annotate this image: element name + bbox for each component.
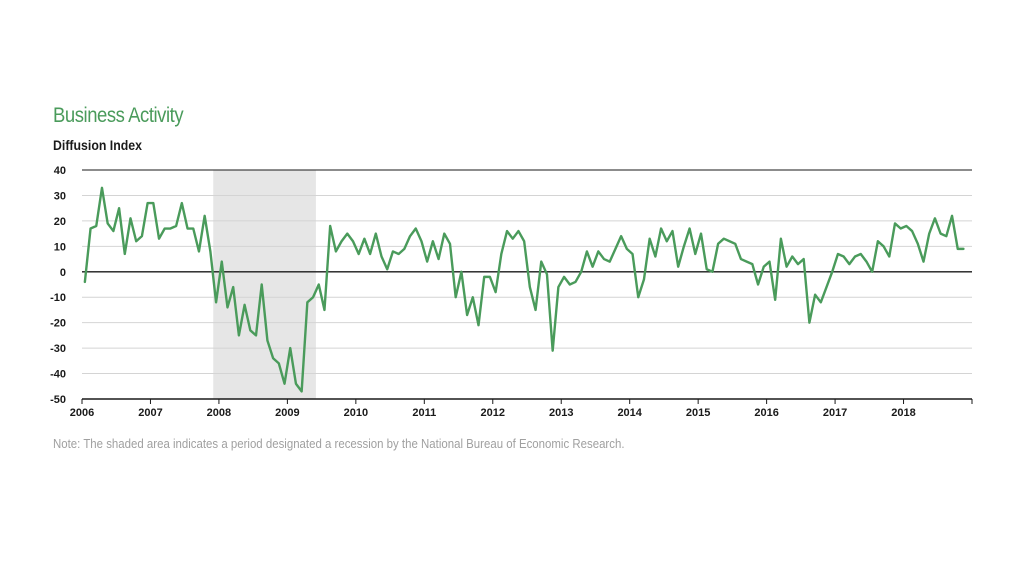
x-tick-label: 2017 <box>823 407 847 419</box>
x-tick-label: 2008 <box>207 407 231 419</box>
y-tick-label: -30 <box>50 343 66 355</box>
x-tick-label: 2015 <box>686 407 710 419</box>
x-tick-label: 2010 <box>344 407 368 419</box>
chart-note: Note: The shaded area indicates a period… <box>53 436 625 451</box>
y-tick-label: 20 <box>54 216 66 228</box>
x-tick-label: 2014 <box>617 407 642 419</box>
y-tick-label: -10 <box>50 292 66 304</box>
x-tick-label: 2018 <box>891 407 915 419</box>
x-tick-label: 2013 <box>549 407 573 419</box>
y-tick-label: 40 <box>54 165 66 177</box>
recession-shading <box>213 170 316 399</box>
y-tick-label: -20 <box>50 318 66 330</box>
x-tick-label: 2009 <box>275 407 299 419</box>
y-tick-label: 30 <box>54 190 66 202</box>
series-line <box>83 186 965 393</box>
chart-title: Business Activity <box>53 104 184 127</box>
y-tick-label: 10 <box>54 241 66 253</box>
y-tick-label: -40 <box>50 369 66 381</box>
x-tick-label: 2011 <box>412 407 436 419</box>
y-tick-label: -50 <box>50 394 66 406</box>
x-tick-label: 2016 <box>754 407 778 419</box>
x-tick-label: 2012 <box>481 407 505 419</box>
y-axis-label: Diffusion Index <box>53 137 142 153</box>
x-tick-label: 2007 <box>138 407 162 419</box>
x-tick-label: 2006 <box>70 407 94 419</box>
y-tick-label: 0 <box>60 267 66 279</box>
